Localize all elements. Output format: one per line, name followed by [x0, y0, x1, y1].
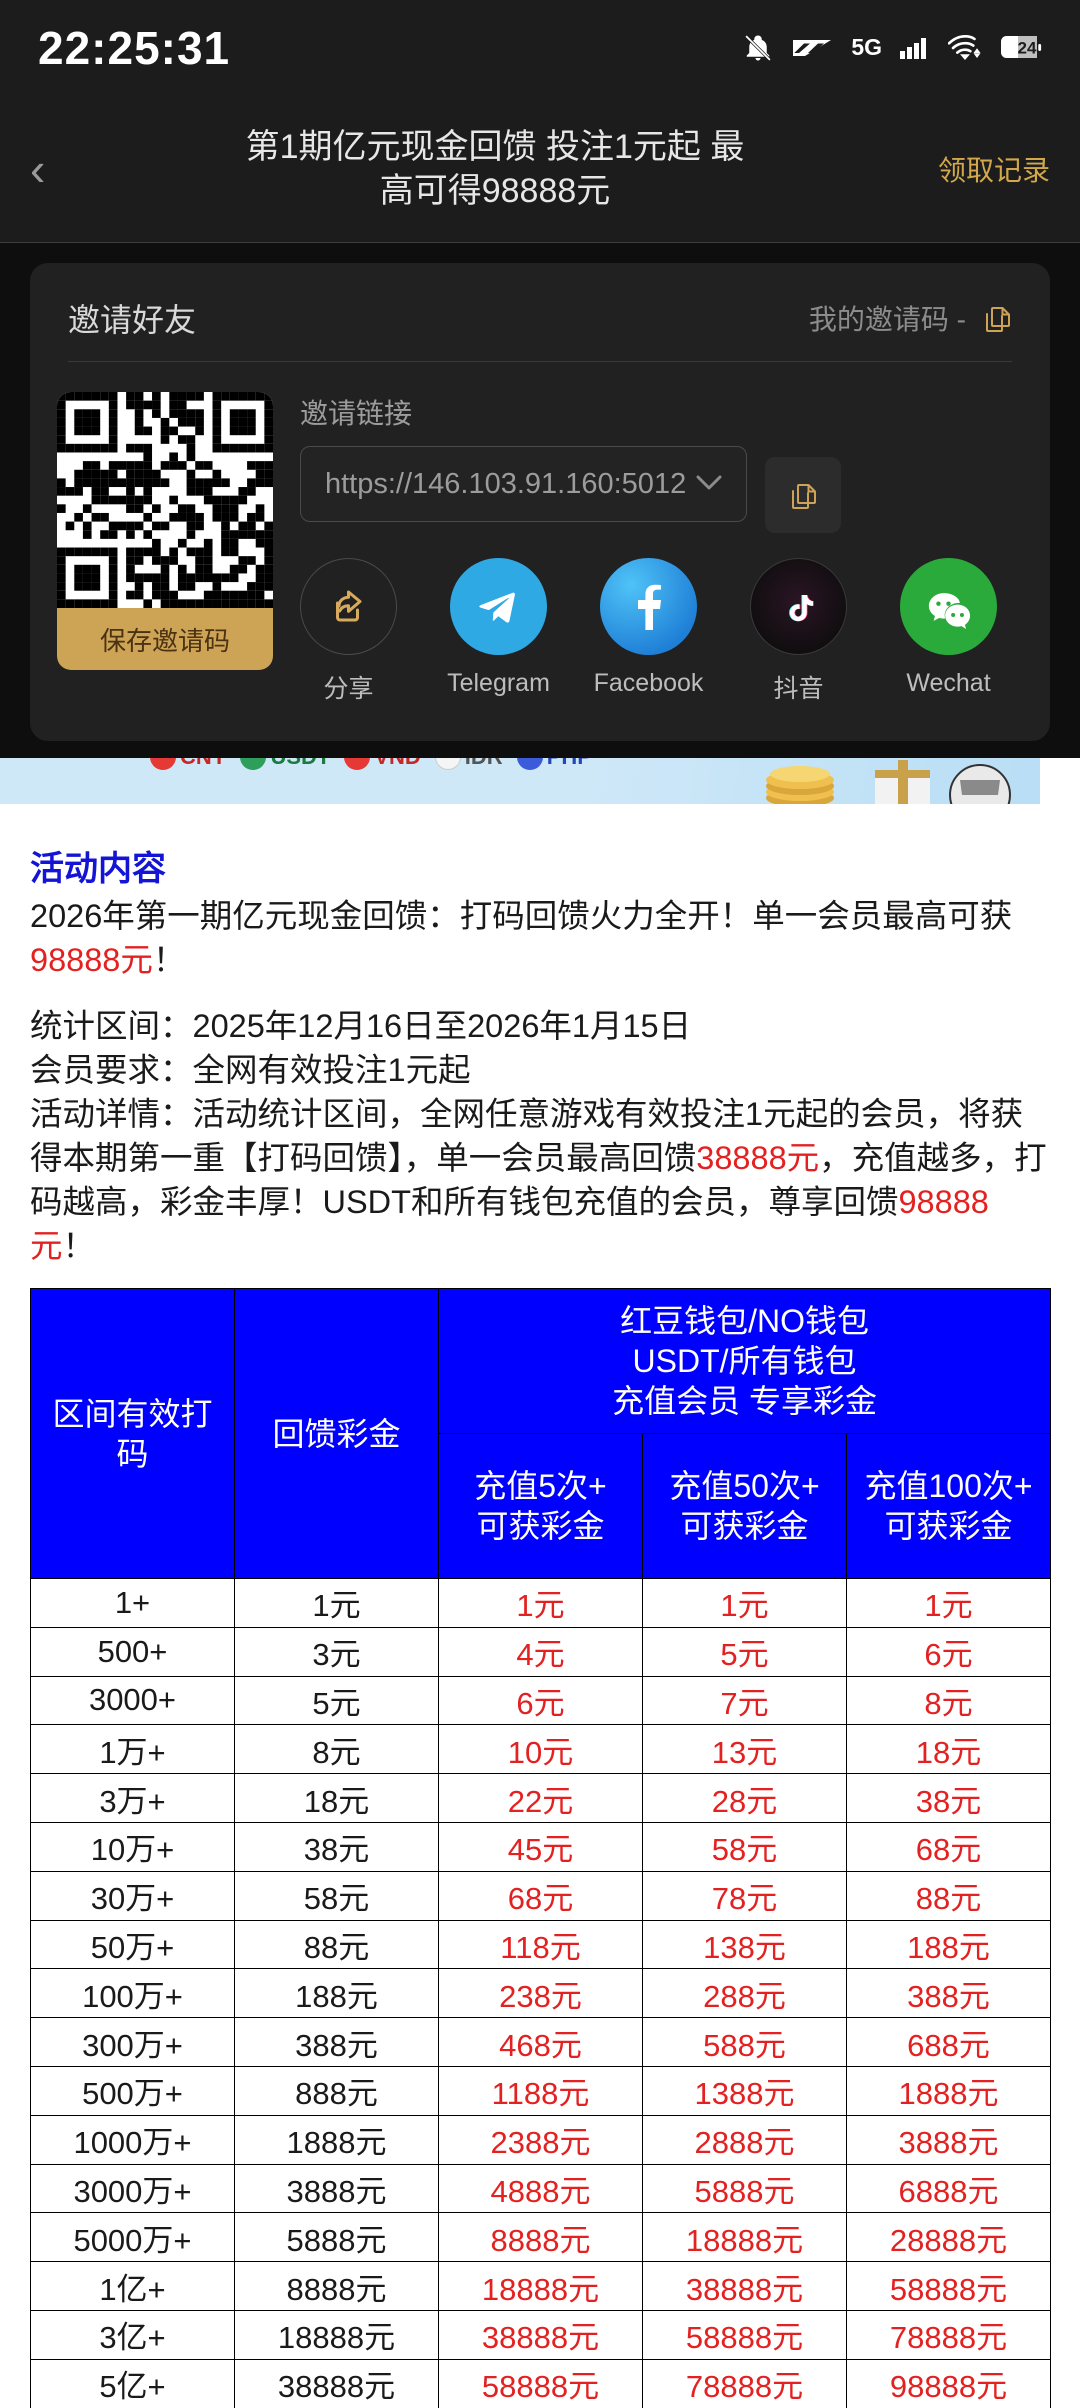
svg-text:24: 24 — [1018, 39, 1037, 58]
